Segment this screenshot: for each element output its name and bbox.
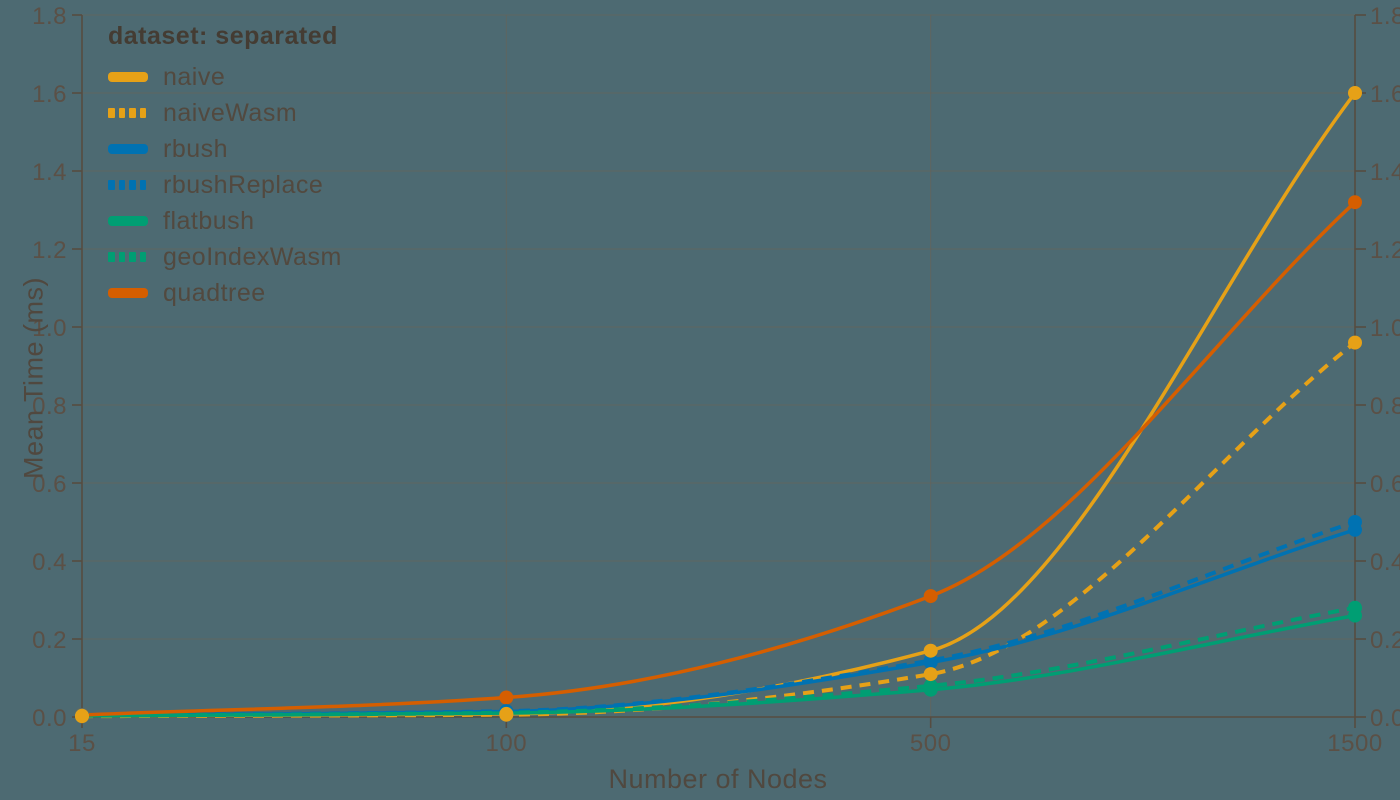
y-tick-label-left-1.8: 1.8 [32,3,67,30]
legend-title: dataset: separated [108,22,338,50]
series-line-rbush [81,528,1356,718]
y-tick-label-right-0.4: 0.4 [1370,549,1400,576]
point-naive-100[interactable] [499,706,514,721]
legend: dataset: separated naive naiveWasm rbush rb… [108,20,342,311]
legend-label: quadtree [163,278,266,307]
y-tick-label-right-1.2: 1.2 [1370,237,1400,264]
legend-label: naiveWasm [163,98,298,127]
y-tick-label-right-1.4: 1.4 [1370,159,1400,186]
legend-label: geoIndexWasm [163,242,342,271]
legend-dash-segment [129,180,136,190]
point-naiveWasm-1500[interactable] [1348,335,1362,350]
point-flatbush-500[interactable] [923,682,938,697]
y-tick-label-left-0.8: 0.8 [32,393,67,420]
y-tick-label-left-1.2: 1.2 [32,237,67,264]
legend-dash-segment [108,180,115,190]
y-tick-label-left-0.2: 0.2 [32,627,67,654]
legend-item-flatbush[interactable]: flatbush [108,203,342,239]
legend-swatch-dashed-icon [108,108,150,118]
point-quadtree-1500[interactable] [1348,195,1362,210]
y-tick-label-right-1.8: 1.8 [1370,3,1400,30]
point-rbush-1500[interactable] [1348,522,1362,537]
y-tick-label-right-1.0: 1.0 [1370,315,1400,342]
legend-label: naive [163,62,226,91]
legend-label: rbush [163,134,229,163]
legend-dash-segment [118,252,125,262]
legend-solid-bar [108,216,148,226]
legend-item-naive[interactable]: naive [108,59,342,95]
y-tick-label-left-0.6: 0.6 [32,471,67,498]
y-tick-label-left-1.0: 1.0 [32,315,67,342]
series-line-geoIndexWasm [81,605,1356,718]
legend-swatch-solid-icon [108,216,150,226]
legend-dash-segment [139,108,146,118]
y-tick-label-left-0.0: 0.0 [32,705,67,732]
point-naiveWasm-500[interactable] [923,667,938,682]
y-tick-label-left-0.4: 0.4 [32,549,67,576]
series-lines [81,91,1357,719]
series-points [75,86,1362,724]
x-tick-label-100: 100 [486,730,528,757]
x-tick-label-15: 15 [68,730,96,757]
legend-solid-bar [108,72,148,82]
legend-dash-segment [118,180,125,190]
legend-swatch-solid-icon [108,144,150,154]
tick-labels: 0.0 0.0 0.2 0.2 0.4 0.4 0.6 0.6 0.8 0.8 1.0 1.0 1.2 1… [32,3,1400,757]
point-naive-1500[interactable] [1348,86,1362,100]
x-tick-label-1500: 1500 [1327,730,1382,757]
point-quadtree-100[interactable] [499,690,514,705]
legend-dash-segment [129,108,136,118]
series-line-rbushReplace [81,520,1356,718]
legend-item-geoIndexWasm[interactable]: geoIndexWasm [108,239,342,275]
legend-item-rbushReplace[interactable]: rbushReplace [108,167,342,203]
point-flatbush-1500[interactable] [1348,608,1362,623]
y-tick-label-right-0.8: 0.8 [1370,393,1400,420]
legend-dash-segment [139,180,146,190]
y-axis-title: Mean Time (ms) [18,276,49,480]
legend-solid-bar [108,144,148,154]
legend-item-naiveWasm[interactable]: naiveWasm [108,95,342,131]
x-axis-title: Number of Nodes [608,764,828,794]
y-tick-label-left-1.6: 1.6 [32,81,67,108]
series-line-naiveWasm [81,341,1357,719]
legend-dash-segment [118,108,125,118]
y-tick-label-right-0.6: 0.6 [1370,471,1400,498]
legend-dash-segment [108,108,115,118]
legend-dash-segment [129,252,136,262]
legend-item-rbush[interactable]: rbush [108,131,342,167]
legend-swatch-dashed-icon [108,180,150,190]
legend-swatch-solid-icon [108,72,150,82]
legend-solid-bar [108,288,148,298]
legend-items: naive naiveWasm rbush rbushReplace flatbush g… [108,59,342,311]
legend-item-quadtree[interactable]: quadtree [108,275,342,311]
y-tick-label-right-0.2: 0.2 [1370,627,1400,654]
legend-dash-segment [108,252,115,262]
point-naive-500[interactable] [923,643,938,658]
point-naive-15[interactable] [75,708,89,723]
y-tick-label-right-0.0: 0.0 [1370,705,1400,732]
legend-label: flatbush [163,206,255,235]
legend-label: rbushReplace [163,170,324,199]
legend-swatch-solid-icon [108,288,150,298]
series-line-flatbush [81,613,1356,718]
series-line-quadtree [81,200,1357,717]
point-quadtree-500[interactable] [923,589,938,604]
legend-swatch-dashed-icon [108,252,150,262]
y-tick-label-left-1.4: 1.4 [32,159,67,186]
x-tick-label-500: 500 [910,730,952,757]
legend-dash-segment [139,252,146,262]
point-rbush-500[interactable] [923,655,938,670]
y-tick-label-right-1.6: 1.6 [1370,81,1400,108]
